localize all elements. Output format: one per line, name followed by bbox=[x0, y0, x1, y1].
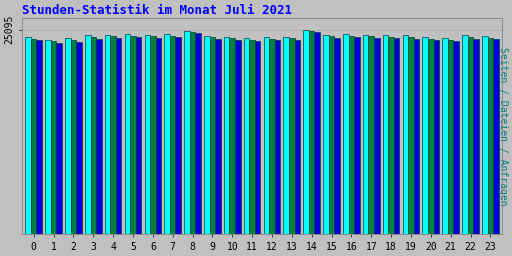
Y-axis label: Seiten / Dateien / Anfragen: Seiten / Dateien / Anfragen bbox=[498, 47, 508, 206]
Bar bbox=[204, 36, 209, 234]
Bar bbox=[354, 37, 360, 234]
Bar bbox=[383, 35, 388, 234]
Bar bbox=[229, 38, 235, 234]
Bar bbox=[144, 35, 150, 234]
Bar bbox=[215, 39, 221, 234]
Bar bbox=[428, 39, 434, 234]
Bar bbox=[124, 34, 130, 234]
Bar bbox=[36, 40, 42, 234]
Bar bbox=[487, 38, 493, 234]
Bar bbox=[190, 32, 196, 234]
Bar bbox=[493, 39, 499, 234]
Bar bbox=[343, 34, 349, 234]
Bar bbox=[150, 36, 156, 234]
Bar bbox=[289, 38, 294, 234]
Bar bbox=[170, 36, 176, 234]
Bar bbox=[269, 39, 275, 234]
Bar bbox=[442, 38, 448, 234]
Bar bbox=[363, 35, 369, 234]
Bar bbox=[224, 37, 229, 234]
Bar bbox=[31, 39, 36, 234]
Bar bbox=[76, 41, 82, 234]
Bar bbox=[329, 36, 334, 234]
Bar bbox=[71, 40, 76, 234]
Bar bbox=[264, 37, 269, 234]
Bar bbox=[249, 39, 255, 234]
Bar bbox=[294, 39, 300, 234]
Text: Stunden-Statistik im Monat Juli 2021: Stunden-Statistik im Monat Juli 2021 bbox=[22, 4, 292, 17]
Bar bbox=[468, 37, 473, 234]
Bar bbox=[136, 37, 141, 234]
Bar bbox=[473, 39, 479, 234]
Bar bbox=[394, 38, 399, 234]
Bar bbox=[309, 31, 314, 234]
Bar bbox=[422, 37, 428, 234]
Bar bbox=[51, 41, 56, 234]
Bar bbox=[414, 39, 419, 234]
Bar bbox=[334, 38, 340, 234]
Bar bbox=[130, 36, 136, 234]
Bar bbox=[402, 35, 408, 234]
Bar bbox=[454, 41, 459, 234]
Bar bbox=[26, 37, 31, 234]
Bar bbox=[91, 37, 96, 234]
Bar bbox=[105, 35, 111, 234]
Bar bbox=[196, 33, 201, 234]
Bar bbox=[244, 38, 249, 234]
Bar bbox=[96, 39, 101, 234]
Bar bbox=[303, 30, 309, 234]
Bar bbox=[209, 37, 215, 234]
Bar bbox=[448, 39, 454, 234]
Bar bbox=[323, 35, 329, 234]
Bar bbox=[374, 38, 379, 234]
Bar bbox=[284, 37, 289, 234]
Bar bbox=[176, 37, 181, 234]
Bar bbox=[434, 40, 439, 234]
Bar bbox=[116, 38, 121, 234]
Bar bbox=[85, 35, 91, 234]
Bar bbox=[156, 38, 161, 234]
Bar bbox=[349, 36, 354, 234]
Bar bbox=[275, 40, 280, 234]
Bar bbox=[164, 34, 170, 234]
Bar bbox=[235, 40, 241, 234]
Bar bbox=[111, 36, 116, 234]
Bar bbox=[184, 31, 190, 234]
Bar bbox=[369, 37, 374, 234]
Bar bbox=[388, 37, 394, 234]
Bar bbox=[255, 41, 261, 234]
Bar bbox=[56, 43, 62, 234]
Bar bbox=[65, 38, 71, 234]
Bar bbox=[482, 36, 487, 234]
Bar bbox=[314, 32, 320, 234]
Bar bbox=[462, 35, 468, 234]
Bar bbox=[45, 39, 51, 234]
Bar bbox=[408, 37, 414, 234]
